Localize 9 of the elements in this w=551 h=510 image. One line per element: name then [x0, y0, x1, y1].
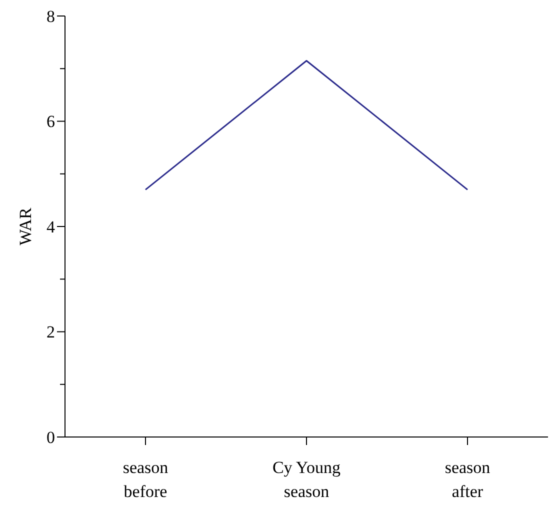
y-tick-label: 8 — [46, 6, 55, 26]
y-axis-title: WAR — [16, 206, 35, 246]
y-tick-label: 0 — [46, 428, 55, 447]
x-tick-label: Cy Young season — [272, 458, 342, 501]
y-tick-label: 4 — [46, 217, 56, 236]
y-tick-label: 2 — [46, 322, 55, 342]
x-tick-label: season before — [122, 458, 169, 501]
x-tick-label: season after — [444, 458, 491, 501]
y-tick-label: 6 — [46, 112, 55, 132]
